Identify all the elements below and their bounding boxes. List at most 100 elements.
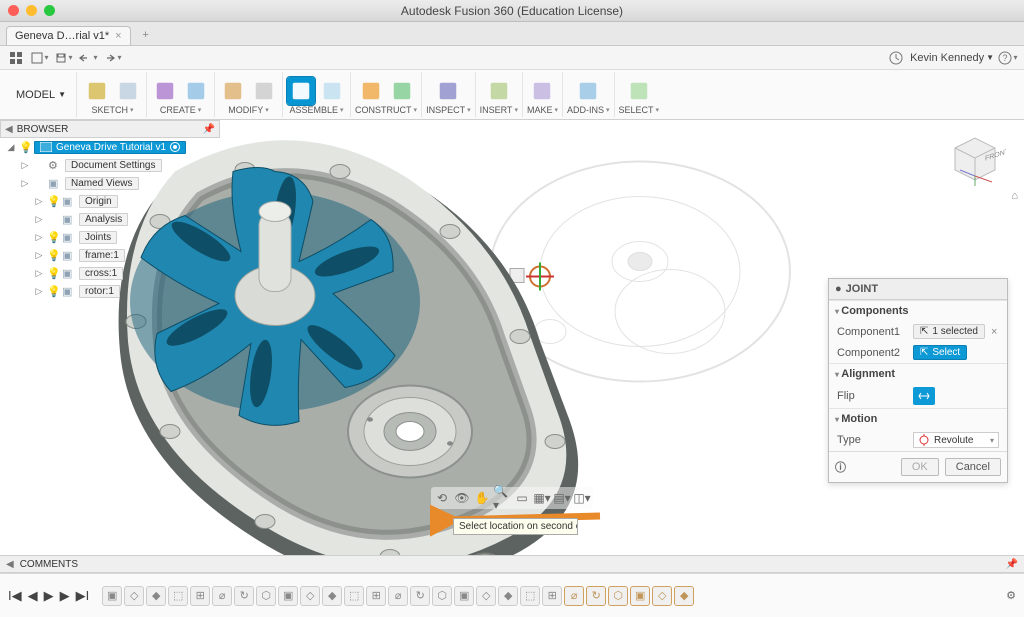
- tree-node-label[interactable]: cross:1: [79, 267, 123, 280]
- viewcube[interactable]: FRONT: [944, 126, 1006, 188]
- timeline-feature[interactable]: ⬚: [168, 586, 188, 606]
- timeline-feature[interactable]: ◇: [300, 586, 320, 606]
- tree-row[interactable]: ▷💡▣cross:1: [4, 264, 212, 282]
- timeline-feature[interactable]: ▣: [630, 586, 650, 606]
- ribbon-tool-icon[interactable]: [114, 77, 142, 105]
- ribbon-tool-icon[interactable]: [625, 77, 653, 105]
- ribbon-group-label[interactable]: INSPECT: [426, 105, 471, 115]
- tree-row[interactable]: ▷⚙Document Settings: [4, 156, 212, 174]
- job-status-icon[interactable]: [886, 49, 906, 67]
- new-tab-button[interactable]: +: [135, 25, 157, 45]
- flip-button[interactable]: [913, 387, 935, 405]
- user-menu[interactable]: Kevin Kennedy▼: [910, 52, 994, 64]
- timeline-feature[interactable]: ⬚: [344, 586, 364, 606]
- cancel-button[interactable]: Cancel: [945, 458, 1001, 476]
- save-button[interactable]: [54, 49, 74, 67]
- timeline-feature[interactable]: ⬡: [432, 586, 452, 606]
- home-view-icon[interactable]: ⌂: [1011, 190, 1018, 202]
- timeline-feature[interactable]: ⌀: [388, 586, 408, 606]
- timeline-feature[interactable]: ⌀: [212, 586, 232, 606]
- tree-node-label[interactable]: Document Settings: [65, 159, 162, 172]
- timeline-feature[interactable]: ⌀: [564, 586, 584, 606]
- timeline-feature[interactable]: ⊞: [190, 586, 210, 606]
- timeline-feature[interactable]: ⬚: [520, 586, 540, 606]
- zoom-icon[interactable]: 🔍▾: [493, 489, 511, 507]
- ribbon-tool-icon[interactable]: [250, 77, 278, 105]
- dialog-header[interactable]: ●JOINT: [829, 279, 1007, 300]
- timeline-feature[interactable]: ◇: [652, 586, 672, 606]
- ribbon-group-label[interactable]: INSERT: [480, 105, 518, 115]
- timeline-end-button[interactable]: ▶I: [76, 588, 90, 604]
- ribbon-group-label[interactable]: CREATE: [160, 105, 201, 115]
- tree-row[interactable]: ▷💡▣Origin: [4, 192, 212, 210]
- timeline-feature[interactable]: ▣: [102, 586, 122, 606]
- ribbon-group-label[interactable]: CONSTRUCT: [355, 105, 417, 115]
- tree-root[interactable]: ◢ 💡 Geneva Drive Tutorial v1: [4, 138, 212, 156]
- fit-icon[interactable]: ▭: [513, 489, 531, 507]
- tree-node-label[interactable]: Joints: [79, 231, 117, 244]
- file-menu-button[interactable]: [30, 49, 50, 67]
- activate-radio-icon[interactable]: [170, 142, 180, 152]
- ribbon-group-label[interactable]: ASSEMBLE: [290, 105, 344, 115]
- pin-icon[interactable]: 📌: [203, 124, 215, 135]
- timeline-feature[interactable]: ◆: [322, 586, 342, 606]
- timeline-feature[interactable]: ◇: [476, 586, 496, 606]
- ribbon-tool-icon[interactable]: [287, 77, 315, 105]
- workspace-switcher[interactable]: MODEL▼: [6, 72, 77, 117]
- help-menu-button[interactable]: ?: [998, 49, 1018, 67]
- comments-bar[interactable]: ◀ COMMENTS 📌: [0, 555, 1024, 573]
- orbit-icon[interactable]: ⟲: [433, 489, 451, 507]
- ribbon-tool-icon[interactable]: [357, 77, 385, 105]
- tree-node-label[interactable]: Analysis: [79, 213, 128, 226]
- tree-node-label[interactable]: rotor:1: [79, 285, 120, 298]
- ribbon-group-label[interactable]: SELECT: [619, 105, 660, 115]
- ribbon-tool-icon[interactable]: [182, 77, 210, 105]
- timeline-feature[interactable]: ⬡: [256, 586, 276, 606]
- timeline-feature[interactable]: ↻: [586, 586, 606, 606]
- timeline-feature[interactable]: ⊞: [366, 586, 386, 606]
- viewports-icon[interactable]: ◫▾: [573, 489, 591, 507]
- tree-row[interactable]: ▷▣Analysis: [4, 210, 212, 228]
- ribbon-tool-icon[interactable]: [388, 77, 416, 105]
- section-alignment[interactable]: Alignment: [829, 363, 1007, 384]
- tree-node-label[interactable]: frame:1: [79, 249, 125, 262]
- info-icon[interactable]: ⓘ: [835, 459, 846, 475]
- tree-row[interactable]: ▷💡▣frame:1: [4, 246, 212, 264]
- visibility-bulb-icon[interactable]: 💡: [47, 285, 59, 298]
- grid-icon[interactable]: ▤▾: [553, 489, 571, 507]
- ribbon-tool-icon[interactable]: [151, 77, 179, 105]
- ribbon-tool-icon[interactable]: [528, 77, 556, 105]
- visibility-bulb-icon[interactable]: 💡: [47, 249, 59, 262]
- close-tab-icon[interactable]: ×: [115, 30, 121, 42]
- clear-component1-icon[interactable]: ×: [991, 326, 997, 338]
- ribbon-tool-icon[interactable]: [434, 77, 462, 105]
- component1-chip[interactable]: ⇱ 1 selected: [913, 324, 985, 339]
- ribbon-group-label[interactable]: ADD-INS: [567, 105, 610, 115]
- timeline-feature[interactable]: ◇: [124, 586, 144, 606]
- ribbon-group-label[interactable]: MAKE: [527, 105, 558, 115]
- visibility-bulb-icon[interactable]: 💡: [47, 231, 59, 244]
- ribbon-tool-icon[interactable]: [83, 77, 111, 105]
- component2-select-button[interactable]: ⇱ Select: [913, 345, 967, 360]
- timeline-feature[interactable]: ↻: [234, 586, 254, 606]
- timeline-settings-icon[interactable]: ⚙: [1006, 589, 1016, 602]
- ribbon-tool-icon[interactable]: [318, 77, 346, 105]
- timeline-feature[interactable]: ▣: [278, 586, 298, 606]
- visibility-bulb-icon[interactable]: 💡: [47, 267, 59, 280]
- timeline-start-button[interactable]: I◀: [8, 588, 22, 604]
- timeline-feature[interactable]: ◆: [498, 586, 518, 606]
- tree-row[interactable]: ▷▣Named Views: [4, 174, 212, 192]
- timeline-play-button[interactable]: ▶: [44, 588, 54, 604]
- tree-root-label[interactable]: Geneva Drive Tutorial v1: [34, 141, 186, 154]
- timeline-next-button[interactable]: ▶: [60, 588, 70, 604]
- undo-button[interactable]: [78, 49, 98, 67]
- look-icon[interactable]: 👁: [453, 489, 471, 507]
- timeline-prev-button[interactable]: ◀: [28, 588, 38, 604]
- display-icon[interactable]: ▦▾: [533, 489, 551, 507]
- ribbon-group-label[interactable]: MODIFY: [228, 105, 269, 115]
- timeline-feature[interactable]: ▣: [454, 586, 474, 606]
- timeline-feature[interactable]: ◆: [674, 586, 694, 606]
- ribbon-group-label[interactable]: SKETCH: [92, 105, 134, 115]
- ribbon-tool-icon[interactable]: [574, 77, 602, 105]
- redo-button[interactable]: [102, 49, 122, 67]
